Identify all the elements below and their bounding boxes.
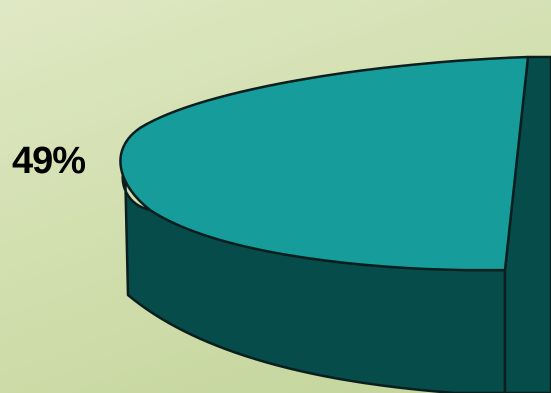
slice-data-label: 49% [12, 140, 86, 182]
pie-slice-49 [119, 55, 530, 272]
